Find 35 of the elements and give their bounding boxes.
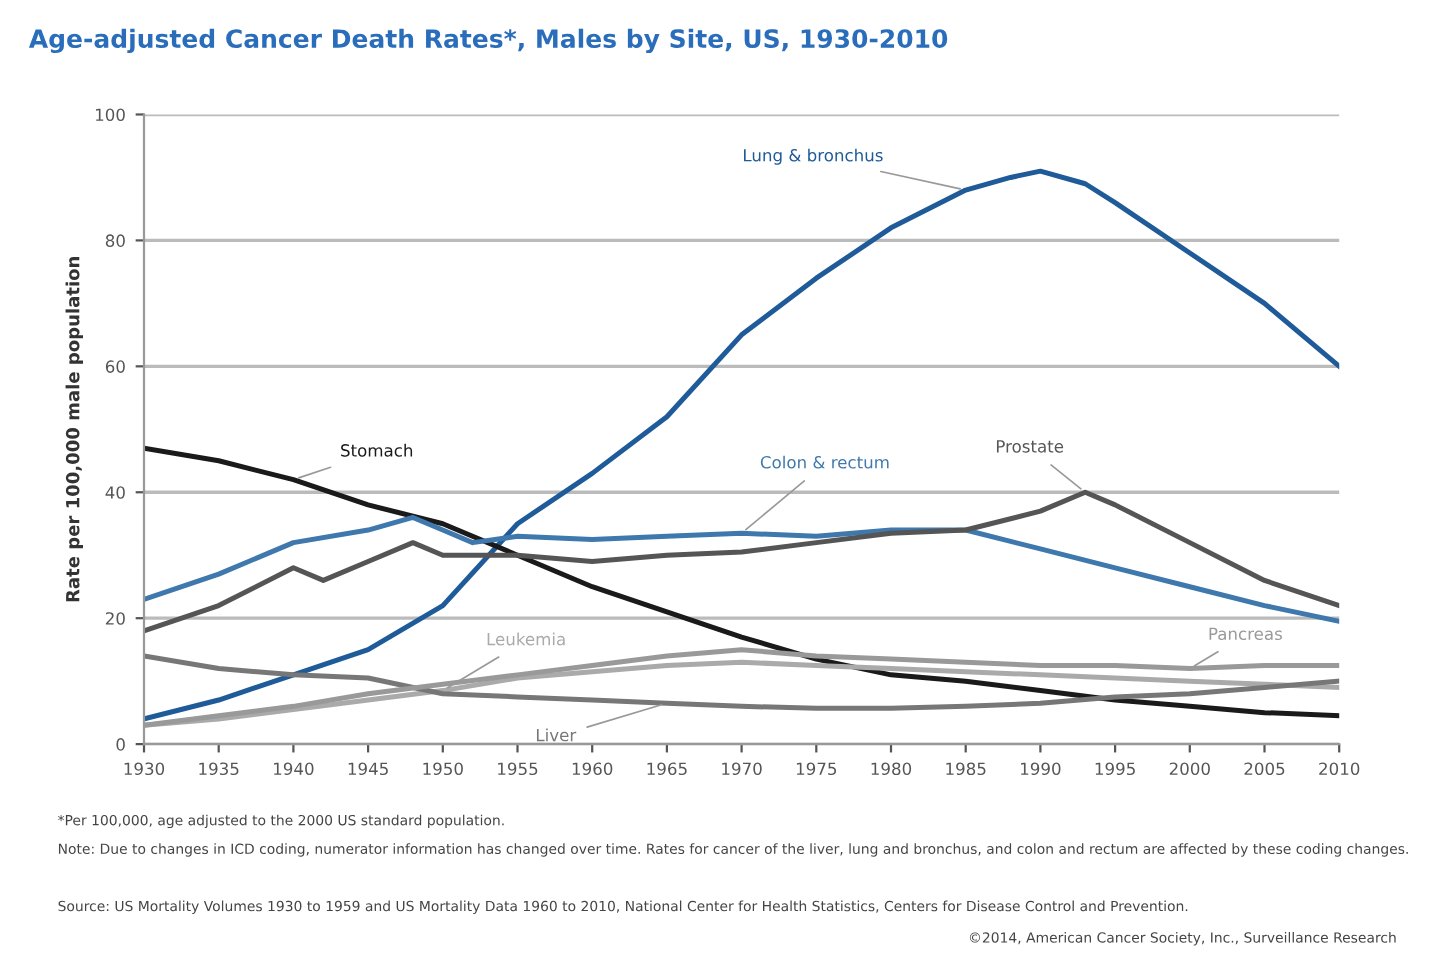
- line-series: [144, 653, 1340, 711]
- y-tick-label: 100: [95, 108, 125, 122]
- series-label: Liver: [536, 728, 577, 742]
- y-axis-title: Rate per 100,000 male population: [65, 257, 84, 602]
- y-tick-label: 80: [105, 234, 125, 247]
- x-tick-label: 1975: [796, 762, 837, 776]
- x-tick-label: 1935: [199, 762, 239, 776]
- y-tick-label: 20: [105, 612, 125, 625]
- y-tick-label: 60: [105, 360, 125, 373]
- line-series: [144, 168, 1340, 722]
- line-series: [144, 514, 1340, 624]
- series-label: Leukemia: [487, 632, 565, 646]
- x-tick-label: 2010: [1319, 762, 1360, 776]
- series-label: Pancreas: [1209, 627, 1282, 641]
- text: Prostate: [996, 440, 1064, 453]
- y-tick-label: 40: [105, 486, 125, 499]
- x-tick-label: 1965: [647, 762, 687, 776]
- x-tick-label: 1950: [423, 762, 463, 776]
- x-tick-label: 2000: [1169, 762, 1210, 776]
- x-tick-label: 1980: [871, 762, 912, 776]
- text: Lung & bronchus: [744, 148, 883, 165]
- text: Stomach: [341, 443, 413, 457]
- y-tick-label: 0: [116, 738, 125, 751]
- x-tick-label: 1940: [274, 762, 314, 776]
- x-tick-label: 1970: [722, 762, 762, 776]
- x-tick-label: 2005: [1244, 762, 1285, 776]
- text: Colon & rectum: [760, 455, 889, 469]
- x-tick-label: 1955: [498, 762, 538, 776]
- x-tick-label: 1995: [1095, 762, 1135, 776]
- x-tick-label: 1930: [124, 762, 165, 776]
- x-tick-label: 1990: [1021, 762, 1061, 776]
- x-tick-label: 1985: [946, 762, 986, 776]
- x-tick-label: 1960: [572, 762, 613, 776]
- x-tick-label: 1945: [348, 762, 388, 776]
- chart-title: Age-adjusted Cancer Death Rates*, Males by Site, US, 1930-2010: [28, 28, 948, 54]
